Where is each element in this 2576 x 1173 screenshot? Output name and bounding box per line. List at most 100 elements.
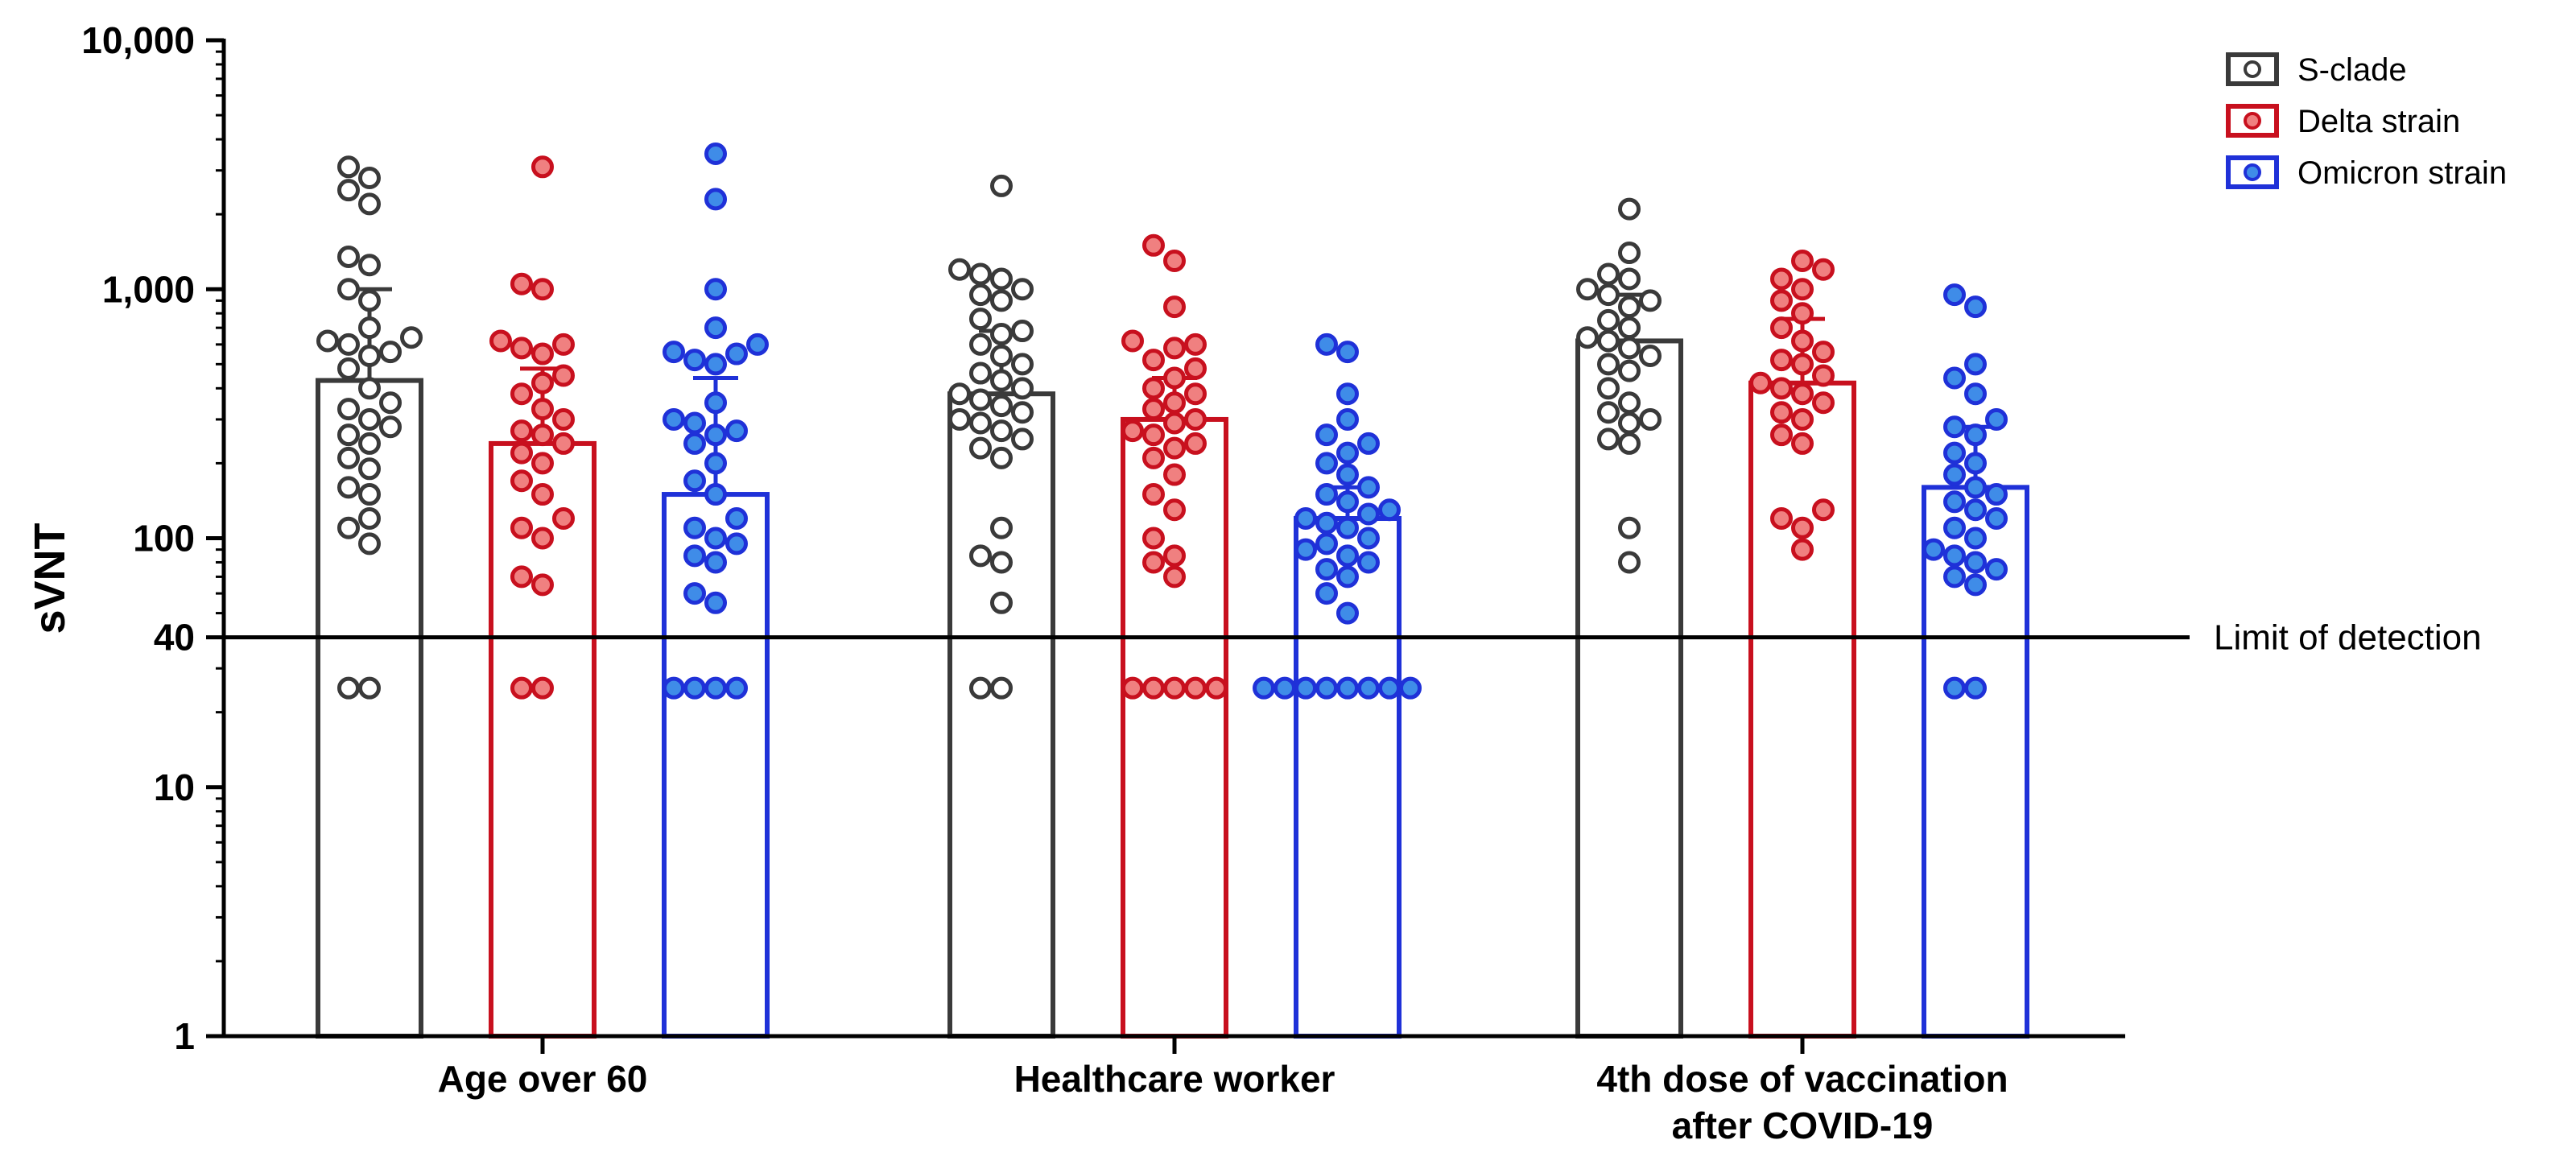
data-point-s-clade-group-3 — [1618, 267, 1641, 291]
data-point-omicron-strain-group-1 — [704, 527, 727, 550]
data-point-s-clade-group-3 — [1597, 401, 1620, 424]
data-point-delta-strain-group-1 — [510, 337, 533, 360]
bar-omicron-strain-group-2 — [1294, 516, 1402, 1039]
data-point-delta-strain-group-3 — [1770, 316, 1793, 340]
data-point-omicron-strain-group-1 — [663, 407, 685, 431]
data-point-delta-strain-group-2 — [1163, 337, 1186, 360]
data-point-delta-strain-group-3 — [1770, 349, 1793, 372]
data-point-omicron-strain-group-2 — [1274, 676, 1296, 700]
data-point-omicron-strain-group-1 — [683, 432, 706, 455]
data-point-delta-strain-group-2 — [1163, 565, 1186, 589]
data-point-delta-strain-group-1 — [510, 272, 533, 295]
data-point-delta-strain-group-2 — [1163, 411, 1186, 435]
data-point-omicron-strain-group-3 — [1964, 676, 1987, 700]
data-point-omicron-strain-group-3 — [1943, 366, 1966, 390]
data-point-omicron-strain-group-1 — [725, 419, 748, 443]
data-point-s-clade-group-1 — [358, 289, 381, 312]
data-point-delta-strain-group-1 — [531, 278, 554, 301]
data-point-omicron-strain-group-2 — [1336, 382, 1359, 406]
data-point-s-clade-group-3 — [1597, 329, 1620, 353]
data-point-delta-strain-group-3 — [1749, 371, 1772, 394]
data-point-delta-strain-group-2 — [1142, 423, 1165, 447]
data-point-delta-strain-group-3 — [1791, 538, 1814, 561]
data-point-s-clade-group-2 — [969, 283, 992, 307]
legend-marker-delta-strain — [2244, 112, 2261, 130]
data-point-delta-strain-group-2 — [1142, 233, 1165, 257]
data-point-s-clade-group-1 — [379, 341, 402, 364]
data-point-omicron-strain-group-3 — [1943, 516, 1966, 539]
data-point-s-clade-group-2 — [990, 446, 1013, 469]
data-point-delta-strain-group-3 — [1812, 258, 1835, 281]
data-point-delta-strain-group-1 — [531, 573, 554, 597]
data-point-s-clade-group-2 — [969, 411, 992, 435]
data-point-delta-strain-group-2 — [1184, 357, 1207, 380]
data-point-omicron-strain-group-1 — [683, 544, 706, 568]
legend-swatch-delta-strain — [2226, 104, 2279, 138]
data-point-s-clade-group-3 — [1618, 316, 1641, 340]
y-tick-label: 100 — [133, 518, 195, 560]
bar-delta-strain-group-3 — [1748, 380, 1856, 1039]
data-point-omicron-strain-group-1 — [725, 507, 748, 531]
data-point-omicron-strain-group-2 — [1315, 582, 1338, 605]
data-point-omicron-strain-group-2 — [1294, 676, 1317, 700]
data-point-delta-strain-group-2 — [1205, 676, 1228, 700]
data-point-s-clade-group-2 — [1011, 427, 1034, 451]
y-tick-label: 1,000 — [102, 268, 195, 310]
data-point-omicron-strain-group-3 — [1964, 423, 1987, 447]
data-point-s-clade-group-2 — [969, 332, 992, 356]
data-point-delta-strain-group-2 — [1142, 676, 1165, 700]
x-category-label: 4th dose of vaccination — [1596, 1058, 2008, 1100]
data-point-delta-strain-group-2 — [1163, 366, 1186, 390]
data-point-delta-strain-group-3 — [1791, 382, 1814, 406]
data-point-delta-strain-group-3 — [1791, 432, 1814, 455]
data-point-s-clade-group-1 — [358, 192, 381, 216]
data-point-delta-strain-group-1 — [552, 364, 575, 387]
data-point-s-clade-group-3 — [1618, 516, 1641, 539]
data-point-omicron-strain-group-3 — [1943, 676, 1966, 700]
data-point-delta-strain-group-1 — [531, 342, 554, 366]
data-point-delta-strain-group-1 — [552, 507, 575, 531]
data-point-omicron-strain-group-2 — [1357, 432, 1380, 455]
data-point-omicron-strain-group-2 — [1315, 332, 1338, 356]
data-point-delta-strain-group-2 — [1121, 329, 1144, 353]
data-point-delta-strain-group-2 — [1163, 544, 1186, 568]
data-point-s-clade-group-2 — [1011, 320, 1034, 343]
data-point-s-clade-group-1 — [358, 377, 381, 400]
data-point-omicron-strain-group-1 — [704, 483, 727, 506]
data-point-omicron-strain-group-2 — [1336, 490, 1359, 514]
data-point-omicron-strain-group-3 — [1964, 382, 1987, 406]
data-point-delta-strain-group-1 — [552, 407, 575, 431]
y-tick-label: 40 — [154, 617, 195, 659]
data-point-omicron-strain-group-1 — [725, 532, 748, 556]
data-point-omicron-strain-group-2 — [1357, 502, 1380, 526]
data-point-delta-strain-group-3 — [1791, 250, 1814, 273]
data-point-s-clade-group-3 — [1618, 242, 1641, 265]
data-point-s-clade-group-1 — [337, 155, 360, 179]
data-point-s-clade-group-3 — [1639, 345, 1662, 368]
data-point-delta-strain-group-3 — [1812, 391, 1835, 415]
data-point-s-clade-group-3 — [1618, 359, 1641, 382]
data-point-s-clade-group-2 — [990, 419, 1013, 443]
data-point-s-clade-group-1 — [337, 516, 360, 539]
data-point-s-clade-group-3 — [1618, 295, 1641, 319]
data-point-omicron-strain-group-2 — [1315, 423, 1338, 447]
data-point-omicron-strain-group-1 — [663, 676, 685, 700]
legend-swatch-omicron-strain — [2226, 155, 2279, 189]
data-point-delta-strain-group-3 — [1791, 278, 1814, 301]
data-point-s-clade-group-3 — [1639, 407, 1662, 431]
data-point-s-clade-group-1 — [400, 326, 423, 349]
data-point-s-clade-group-2 — [1011, 401, 1034, 424]
data-point-omicron-strain-group-2 — [1336, 565, 1359, 589]
data-point-omicron-strain-group-2 — [1378, 676, 1401, 700]
data-point-omicron-strain-group-1 — [704, 142, 727, 165]
y-tick-label: 1 — [174, 1015, 195, 1057]
data-point-omicron-strain-group-1 — [704, 423, 727, 447]
data-point-omicron-strain-group-1 — [704, 591, 727, 614]
data-point-delta-strain-group-2 — [1163, 295, 1186, 319]
legend-label-omicron-strain: Omicron strain — [2297, 155, 2507, 191]
x-category-label: Age over 60 — [438, 1058, 648, 1100]
data-point-omicron-strain-group-2 — [1336, 407, 1359, 431]
data-point-delta-strain-group-2 — [1184, 676, 1207, 700]
data-point-s-clade-group-1 — [358, 676, 381, 700]
